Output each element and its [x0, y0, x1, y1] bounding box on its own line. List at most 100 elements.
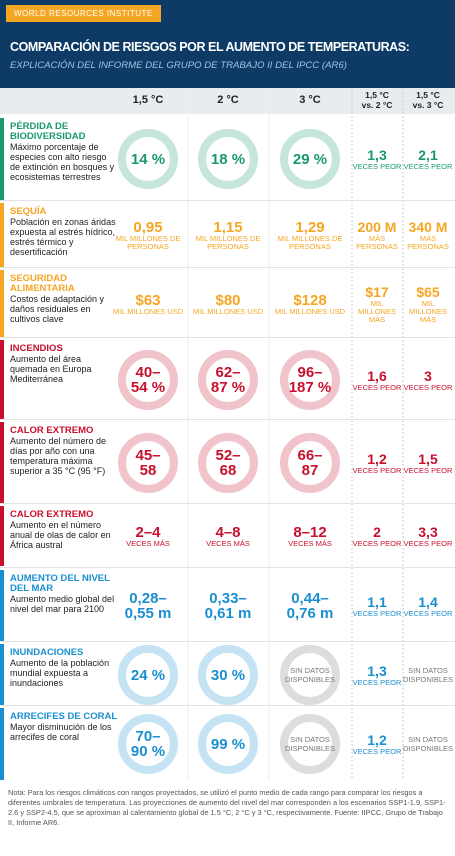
cell: 0,33– 0,61 m — [190, 591, 266, 621]
row-title: SEGURIDAD ALIMENTARIA — [10, 273, 75, 294]
row-label: CALOR EXTREMO Aumento en el número anual … — [10, 509, 118, 551]
cell-value: 62– — [215, 364, 241, 381]
cell: 2 VECES PEOR — [352, 524, 402, 548]
row-label: INCENDIOS Aumento del área quemada en Eur… — [10, 343, 118, 385]
cell-value: 0,33– — [209, 590, 247, 607]
cell-value: 2,1 — [418, 146, 438, 163]
cell: SIN DATOS DISPONIBLES — [403, 666, 453, 684]
cell: 1,29 MIL MILLONES DE PERSONAS — [272, 220, 348, 251]
cell: 1,2 VECES PEOR — [352, 450, 402, 475]
row-title: PÉRDIDA DE BIODIVERSIDAD — [10, 121, 86, 142]
row-accent — [0, 203, 4, 268]
cell: 2,1 VECES PEOR — [403, 146, 453, 171]
cell-value: SIN DATOS DISPONIBLES — [284, 735, 336, 753]
cell: $65 MIL MILLONES MÁS — [403, 284, 453, 324]
dividers — [187, 88, 404, 780]
cell-unit: VECES PEOR — [403, 465, 453, 475]
cell: SIN DATOS DISPONIBLES — [272, 666, 348, 684]
cell-value: 87 % — [210, 379, 246, 396]
row-accent — [0, 340, 4, 420]
cell: 40– 54 % — [110, 365, 186, 395]
row-label: AUMENTO DEL NIVEL DEL MAR Aumento medio g… — [10, 574, 118, 615]
cell-value: 200 M — [357, 219, 397, 235]
cell-value: 0,55 m — [124, 605, 172, 622]
cell-unit: VECES PEOR — [403, 608, 453, 618]
row-title: INUNDACIONES — [10, 647, 84, 658]
row-title: SEQUÍA — [10, 206, 47, 217]
row-divider — [0, 503, 455, 504]
row-divider — [0, 200, 455, 201]
cell-unit: MIL MILLONES MÁS — [409, 298, 447, 324]
cell-unit: VECES PEOR — [403, 382, 453, 392]
cell-value: SIN DATOS DISPONIBLES — [284, 666, 336, 684]
cell-unit: VECES MÁS — [206, 538, 250, 548]
cell-unit: VECES PEOR — [352, 608, 402, 618]
ring — [118, 714, 178, 774]
row-label: SEGURIDAD ALIMENTARIA Costos de adaptació… — [10, 273, 118, 325]
cell-value: $80 — [215, 291, 241, 309]
row-title: CALOR EXTREMO — [10, 509, 94, 520]
cell-value: 0,95 — [133, 219, 163, 236]
column-header: 2 °C — [193, 94, 263, 106]
cell: 1,4 VECES PEOR — [403, 594, 453, 618]
cell-unit: VECES PEOR — [352, 465, 402, 475]
cell-value: 18 % — [210, 150, 246, 168]
row-accent — [0, 118, 4, 200]
row-label: SEQUÍA Población en zonas áridas expuesta… — [10, 206, 118, 258]
cell: 24 % — [110, 668, 186, 683]
column-header: 1,5 °C vs. 3 °C — [404, 90, 452, 110]
cell: 200 M MÁS PERSONAS — [352, 220, 402, 251]
cell: 0,28– 0,55 m — [110, 591, 186, 621]
cell-value: 68 — [219, 462, 237, 479]
cell-value: 45– — [135, 447, 161, 464]
cell-value: 30 % — [210, 666, 246, 684]
cell-unit: MIL MILLONES DE PERSONAS — [115, 234, 181, 251]
cell-value: 66– — [297, 447, 323, 464]
ring — [198, 714, 258, 774]
row-accent — [0, 506, 4, 566]
cell: 2–4 VECES MÁS — [110, 525, 186, 548]
cell-value: 0,28– — [129, 590, 167, 607]
cell-value: 58 — [139, 462, 157, 479]
cell-value: $17 — [365, 283, 389, 300]
cell-value: 99 % — [210, 735, 246, 753]
ring — [118, 350, 178, 410]
cell-value: 40– — [135, 364, 161, 381]
cell-value: 90 % — [130, 743, 166, 760]
cell-value: 1,5 — [418, 450, 438, 467]
cell-unit: VECES PEOR — [352, 538, 402, 548]
ring — [198, 350, 258, 410]
cell: 3 VECES PEOR — [403, 368, 453, 392]
column-header: 1,5 °C vs. 2 °C — [353, 90, 401, 110]
note: Nota: Para los riesgos climáticos con ra… — [8, 788, 446, 827]
column-label: 1,5 °C — [132, 94, 164, 106]
ring — [280, 129, 340, 189]
cell-value: 14 % — [130, 150, 166, 168]
row-desc: Costos de adaptación y daños residuales … — [10, 294, 105, 324]
cell: 1,5 VECES PEOR — [403, 450, 453, 475]
cell: 70– 90 % — [110, 729, 186, 759]
subtitle: EXPLICACIÓN DEL INFORME DEL GRUPO DE TRA… — [10, 60, 347, 71]
column-header: 3 °C — [275, 95, 345, 106]
cell: 66– 87 — [272, 448, 348, 478]
row-title: INCENDIOS — [10, 343, 63, 354]
cell-unit: VECES PEOR — [352, 382, 402, 392]
column-label: 2 °C — [217, 94, 239, 106]
cell-value: $63 — [135, 291, 161, 309]
row-divider — [0, 337, 455, 338]
column-sub: vs. 2 °C — [361, 100, 393, 110]
column-header: 1,5 °C — [113, 94, 183, 106]
row-desc: Aumento del número de días por año con u… — [10, 436, 107, 476]
cell: 62– 87 % — [190, 365, 266, 395]
row-desc: Máximo porcentaje de especies con alto r… — [10, 142, 115, 182]
row-divider — [0, 567, 455, 568]
cell: 340 M MÁS PERSONAS — [403, 220, 453, 251]
row-accent — [0, 644, 4, 706]
cell-value: 0,44– — [291, 590, 329, 607]
cell: 45– 58 — [110, 448, 186, 478]
cell-unit: MIL MILLONES DE PERSONAS — [195, 234, 261, 251]
cell: SIN DATOS DISPONIBLES — [403, 735, 453, 753]
cell-value: 1,2 — [367, 450, 387, 467]
ring — [280, 433, 340, 493]
org-badge: WORLD RESOURCES INSTITUTE — [6, 5, 161, 22]
